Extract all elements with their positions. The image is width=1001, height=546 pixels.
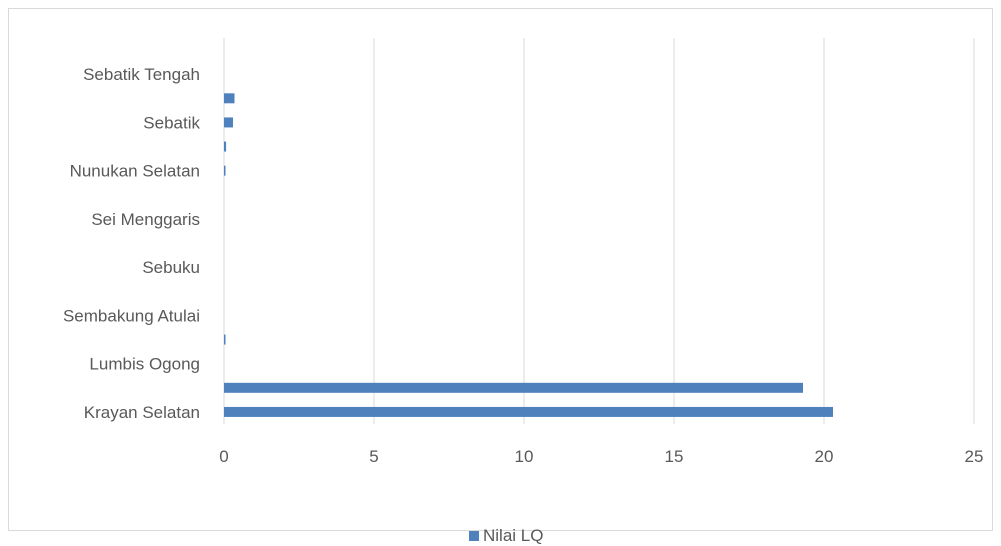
category-label: Sei Menggaris [91, 210, 200, 229]
category-label: Krayan Selatan [84, 403, 200, 422]
x-tick-label: 5 [369, 447, 378, 466]
bar [224, 406, 833, 417]
bar [224, 117, 233, 128]
category-labels: Krayan Selatan Lumbis Ogong Sembakung Atul… [63, 65, 201, 422]
category-label: Sebuku [142, 258, 200, 277]
x-tick-label: 25 [965, 447, 984, 466]
bar [224, 93, 235, 104]
legend-swatch [469, 531, 479, 541]
x-tick-label: 0 [219, 447, 228, 466]
category-label: Sebatik [143, 113, 200, 132]
category-label: Sembakung Atulai [63, 306, 200, 325]
category-label: Nunukan Selatan [70, 162, 200, 181]
chart-area [8, 8, 993, 531]
legend-label: Nilai LQ [483, 526, 544, 545]
category-label: Sebatik Tengah [83, 65, 200, 84]
x-tick-label: 20 [815, 447, 834, 466]
bar [224, 165, 226, 176]
bar [224, 382, 803, 393]
category-label: Lumbis Ogong [89, 355, 200, 374]
x-axis-ticks: 0 5 10 15 20 25 [219, 447, 983, 466]
gridlines [223, 38, 975, 424]
legend: Nilai LQ [469, 526, 543, 546]
bar [224, 141, 227, 152]
x-tick-label: 10 [515, 447, 534, 466]
bars [224, 93, 833, 417]
bar [224, 334, 226, 345]
x-tick-label: 15 [665, 447, 684, 466]
